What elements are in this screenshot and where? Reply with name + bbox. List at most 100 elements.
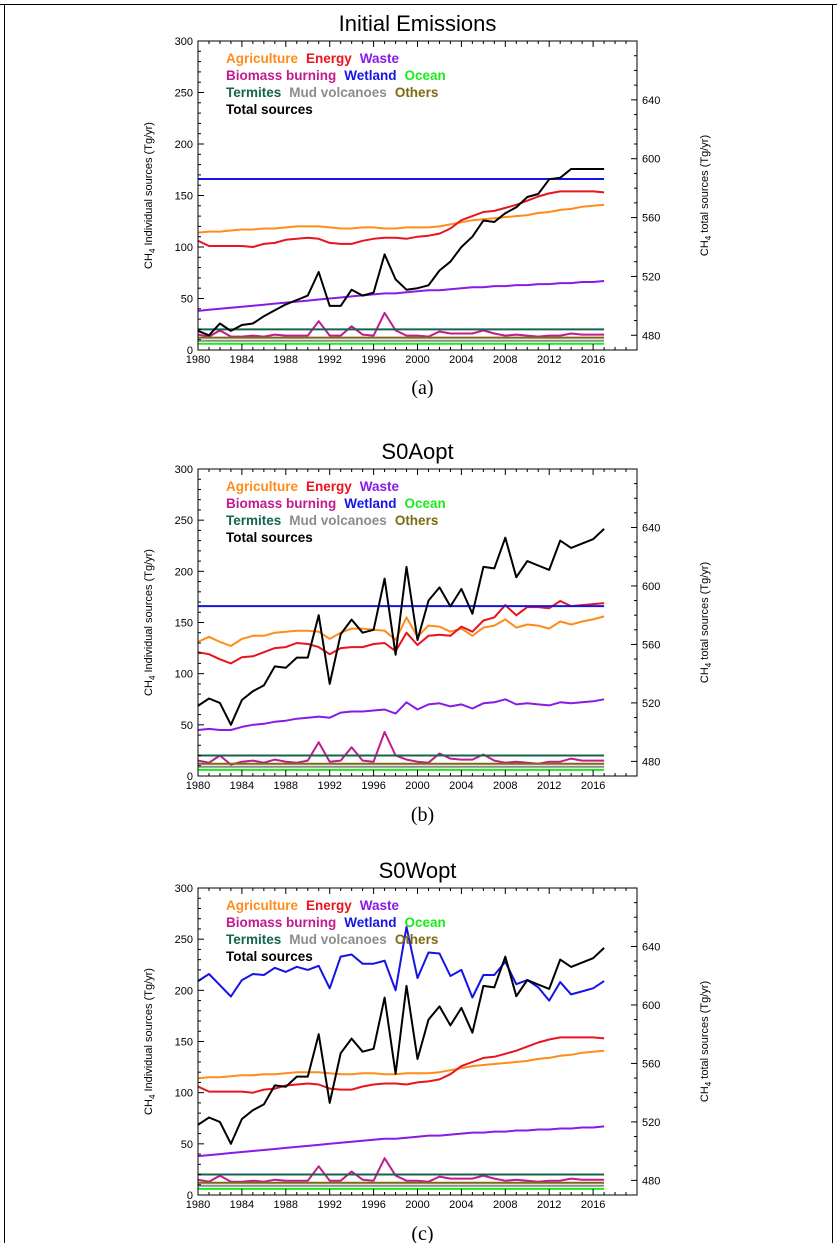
legend-entry-wetland: Wetland [344, 915, 396, 930]
x-tick-label: 1984 [230, 1199, 254, 1211]
panel-caption: (a) [411, 377, 433, 399]
x-tick-label: 2000 [405, 354, 429, 366]
legend-entry-mud-volcanoes: Mud volcanoes [289, 513, 387, 528]
y-tick-label: 0 [187, 1190, 193, 1202]
y-axis-label: CH4 Individual sources (Tg/yr) [143, 122, 157, 269]
y-tick-label: 300 [175, 883, 193, 895]
y2-axis-label: CH4 total sources (Tg/yr) [699, 981, 713, 1102]
y-tick-label: 150 [175, 191, 193, 203]
x-tick-label: 1996 [361, 1199, 385, 1211]
legend-row: Agriculture Energy Waste [226, 51, 400, 66]
y-tick-label: 50 [181, 1139, 193, 1151]
y2-tick-label: 600 [642, 581, 660, 593]
legend-row: Termites Mud volcanoes Others [226, 85, 438, 100]
panel-caption: (b) [411, 804, 434, 826]
legend-row: Termites Mud volcanoes Others [226, 513, 438, 528]
x-tick-label: 2012 [537, 780, 561, 792]
y-tick-label: 250 [175, 88, 193, 100]
panel-title: S0Wopt [379, 858, 457, 883]
y2-tick-label: 560 [642, 213, 660, 225]
legend-entry-biomass-burning: Biomass burning [226, 915, 336, 930]
y2-tick-label: 520 [642, 271, 660, 283]
series-lines [198, 925, 605, 1190]
legend-entry-ocean: Ocean [405, 68, 446, 83]
legend-entry-others: Others [395, 85, 439, 100]
y-tick-label: 150 [175, 618, 193, 630]
legend-row: Total sources [226, 530, 313, 545]
x-tick-label: 1984 [230, 780, 254, 792]
legend-entry-waste: Waste [360, 479, 400, 494]
legend-entry-termites: Termites [226, 513, 281, 528]
y2-tick-label: 600 [642, 154, 660, 166]
x-tick-label: 2012 [537, 354, 561, 366]
legend-row: Termites Mud volcanoes Others [226, 932, 438, 947]
x-tick-label: 1980 [186, 354, 210, 366]
panel-title: Initial Emissions [339, 11, 497, 36]
x-tick-label: 2000 [405, 1199, 429, 1211]
legend-entry-ocean: Ocean [405, 496, 446, 511]
y-tick-label: 100 [175, 1088, 193, 1100]
x-tick-label: 1984 [230, 354, 254, 366]
y-axis-label: CH4 Individual sources (Tg/yr) [143, 549, 157, 696]
series-line-total-sources [198, 168, 605, 337]
x-tick-label: 2016 [581, 354, 605, 366]
series-line-biomass-burning [198, 311, 605, 338]
legend-row: Biomass burning Wetland Ocean [226, 68, 446, 83]
y2-tick-label: 480 [642, 330, 660, 342]
legend-entry-mud-volcanoes: Mud volcanoes [289, 85, 387, 100]
x-tick-label: 1988 [274, 1199, 298, 1211]
legend-entry-biomass-burning: Biomass burning [226, 68, 336, 83]
y-tick-label: 100 [175, 242, 193, 254]
y2-axis-label: CH4 total sources (Tg/yr) [699, 562, 713, 683]
x-tick-label: 2004 [449, 780, 473, 792]
legend-entry-others: Others [395, 932, 439, 947]
series-line-agriculture [198, 1049, 605, 1080]
series-line-total-sources [198, 528, 605, 726]
x-tick-label: 2016 [581, 1199, 605, 1211]
legend-entry-ocean: Ocean [405, 915, 446, 930]
frame-left-border [4, 4, 5, 1243]
y2-tick-label: 520 [642, 698, 660, 710]
legend: Agriculture Energy Waste Biomass burning Wet… [226, 898, 446, 964]
legend-entry-mud-volcanoes: Mud volcanoes [289, 932, 387, 947]
x-tick-label: 1988 [274, 780, 298, 792]
series-line-agriculture [198, 203, 605, 234]
series-line-waste [198, 698, 605, 731]
x-tick-label: 1980 [186, 780, 210, 792]
x-tick-label: 2008 [493, 780, 517, 792]
series-line-waste [198, 1125, 605, 1158]
panel-1: Initial Emissions 1980 1984 1988 1992 1996 200… [143, 11, 713, 399]
frame-right-border [832, 4, 833, 1243]
legend-entry-waste: Waste [360, 898, 400, 913]
series-line-biomass-burning [198, 1157, 605, 1183]
legend-row: Biomass burning Wetland Ocean [226, 496, 446, 511]
series-line-energy [198, 190, 605, 248]
x-tick-label: 2004 [449, 1199, 473, 1211]
y2-tick-label: 560 [642, 639, 660, 651]
series-line-wetland [198, 925, 605, 1002]
y-tick-label: 0 [187, 345, 193, 357]
series-line-biomass-burning [198, 731, 605, 766]
y2-tick-label: 480 [642, 756, 660, 768]
legend-entry-biomass-burning: Biomass burning [226, 496, 336, 511]
legend-entry-wetland: Wetland [344, 68, 396, 83]
y-tick-label: 50 [181, 720, 193, 732]
y-tick-label: 200 [175, 139, 193, 151]
legend-entry-energy: Energy [306, 51, 352, 66]
series-lines [198, 528, 605, 771]
y-tick-label: 0 [187, 771, 193, 783]
y-tick-label: 50 [181, 294, 193, 306]
y2-tick-label: 640 [642, 522, 660, 534]
legend-row: Biomass burning Wetland Ocean [226, 915, 446, 930]
y-tick-label: 150 [175, 1037, 193, 1049]
legend-row: Agriculture Energy Waste [226, 898, 400, 913]
legend-entry-agriculture: Agriculture [226, 479, 299, 494]
y2-axis-label: CH4 total sources (Tg/yr) [699, 135, 713, 256]
legend: Agriculture Energy Waste Biomass burning Wet… [226, 51, 446, 117]
y2-tick-label: 640 [642, 95, 660, 107]
y2-tick-label: 600 [642, 1000, 660, 1012]
x-tick-label: 2004 [449, 354, 473, 366]
